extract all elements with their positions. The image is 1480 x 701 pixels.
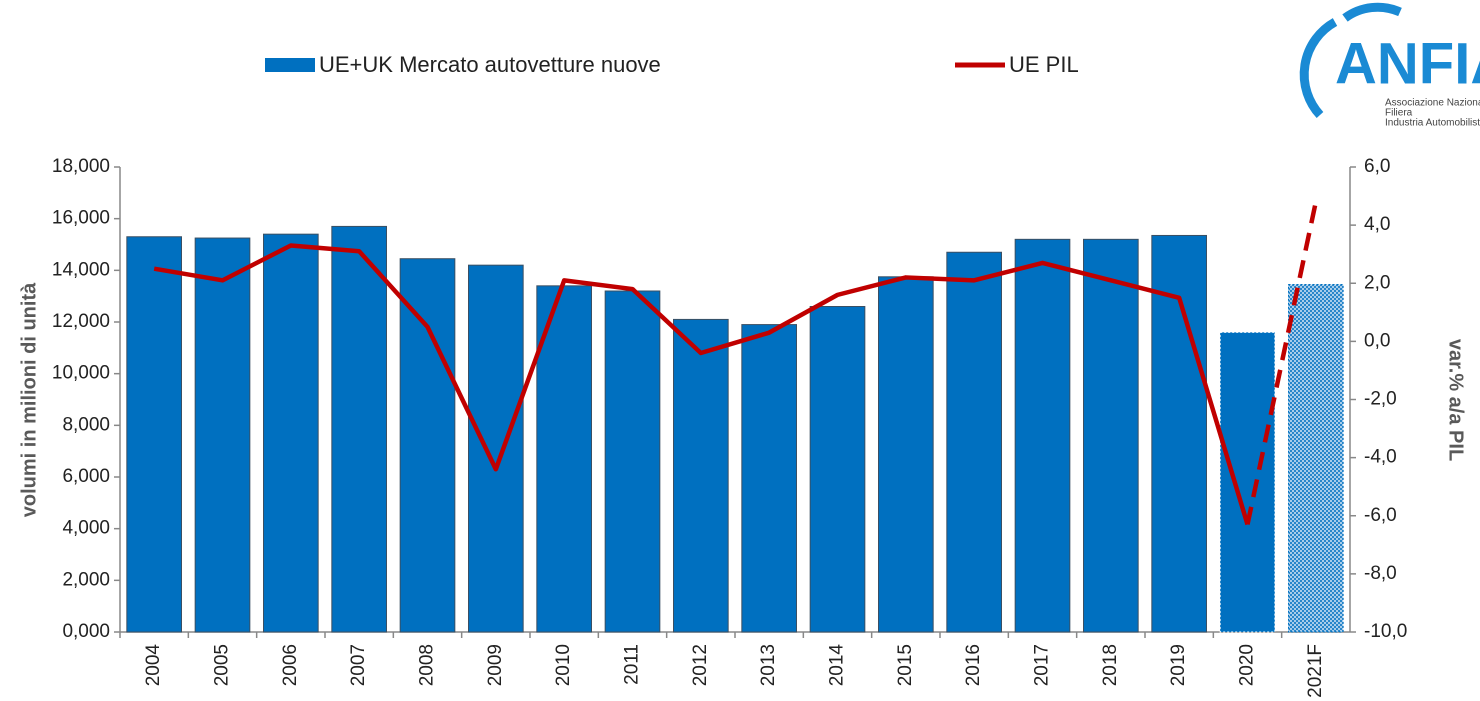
y-tick-label: 10,000 (52, 363, 110, 384)
legend-label: UE+UK Mercato autovetture nuove (319, 52, 661, 77)
bar (1219, 331, 1276, 633)
logo-arc (1342, 2, 1402, 22)
logo-line: Filiera (1385, 108, 1413, 119)
y2-tick-label: -8,0 (1364, 563, 1397, 584)
bar (809, 306, 866, 633)
bar (399, 258, 456, 633)
bar (263, 233, 319, 633)
x-tick-label: 2007 (348, 644, 369, 686)
bar (536, 285, 592, 633)
x-tick-label: 2020 (1237, 644, 1258, 686)
logo-line: Industria Automobilistica (1385, 118, 1480, 129)
bar (331, 225, 388, 633)
line (153, 243, 1250, 526)
logo-line: Associazione Nazionale (1385, 98, 1480, 109)
bar (673, 318, 729, 633)
x-tick-label: 2018 (1100, 644, 1121, 686)
x-tick-label: 2014 (827, 644, 848, 687)
x-tick-label: 2006 (280, 644, 301, 686)
legend-label: UE PIL (1009, 52, 1079, 77)
y-tick-label: 4,000 (62, 518, 110, 539)
y2-axis-title: var.% a/a PIL (1445, 339, 1467, 461)
bar (468, 264, 524, 633)
x-tick-label: 2004 (143, 644, 164, 687)
logo-arc (1299, 18, 1338, 119)
x-tick-label: 2011 (622, 644, 643, 685)
y-tick-label: 16,000 (52, 208, 110, 229)
x-tick-label: 2017 (1032, 644, 1053, 686)
x-tick-label: 2012 (690, 644, 711, 686)
bar (1083, 238, 1139, 633)
y-axis-title: volumi in milioni di unità (18, 282, 40, 517)
x-tick-label: 2005 (212, 644, 233, 686)
bar (1288, 284, 1344, 633)
y2-tick-label: 2,0 (1364, 272, 1390, 293)
bar (946, 251, 1002, 633)
y-tick-label: 14,000 (52, 259, 110, 280)
y-tick-label: 0,000 (62, 621, 110, 642)
y2-tick-label: -6,0 (1364, 505, 1397, 526)
x-tick-label: 2013 (758, 644, 779, 686)
y-tick-label: 12,000 (52, 311, 110, 332)
bar (126, 236, 183, 633)
x-tick-label: 2009 (485, 644, 506, 686)
y-tick-label: 18,000 (52, 156, 110, 177)
legend-swatch (265, 58, 315, 72)
x-tick-label: 2008 (417, 644, 438, 686)
y2-tick-label: -2,0 (1364, 389, 1397, 410)
y-tick-label: 6,000 (62, 466, 110, 487)
y2-tick-label: -4,0 (1364, 447, 1397, 468)
x-tick-label: 2015 (895, 644, 916, 686)
bar (741, 324, 797, 633)
y-tick-label: 8,000 (62, 414, 110, 435)
bar (1014, 238, 1071, 633)
y-tick-label: 2,000 (62, 569, 110, 590)
bar (194, 237, 251, 633)
y2-tick-label: 0,0 (1364, 330, 1390, 351)
bar (878, 276, 934, 633)
bar (604, 290, 661, 633)
x-tick-label: 2016 (963, 644, 984, 686)
y2-tick-label: 6,0 (1364, 156, 1390, 177)
y2-tick-label: -10,0 (1364, 621, 1407, 642)
y2-tick-label: 4,0 (1364, 214, 1390, 235)
x-tick-label: 2019 (1168, 644, 1189, 686)
x-tick-label: 2010 (553, 644, 574, 686)
x-tick-label: 2021F (1305, 644, 1326, 698)
